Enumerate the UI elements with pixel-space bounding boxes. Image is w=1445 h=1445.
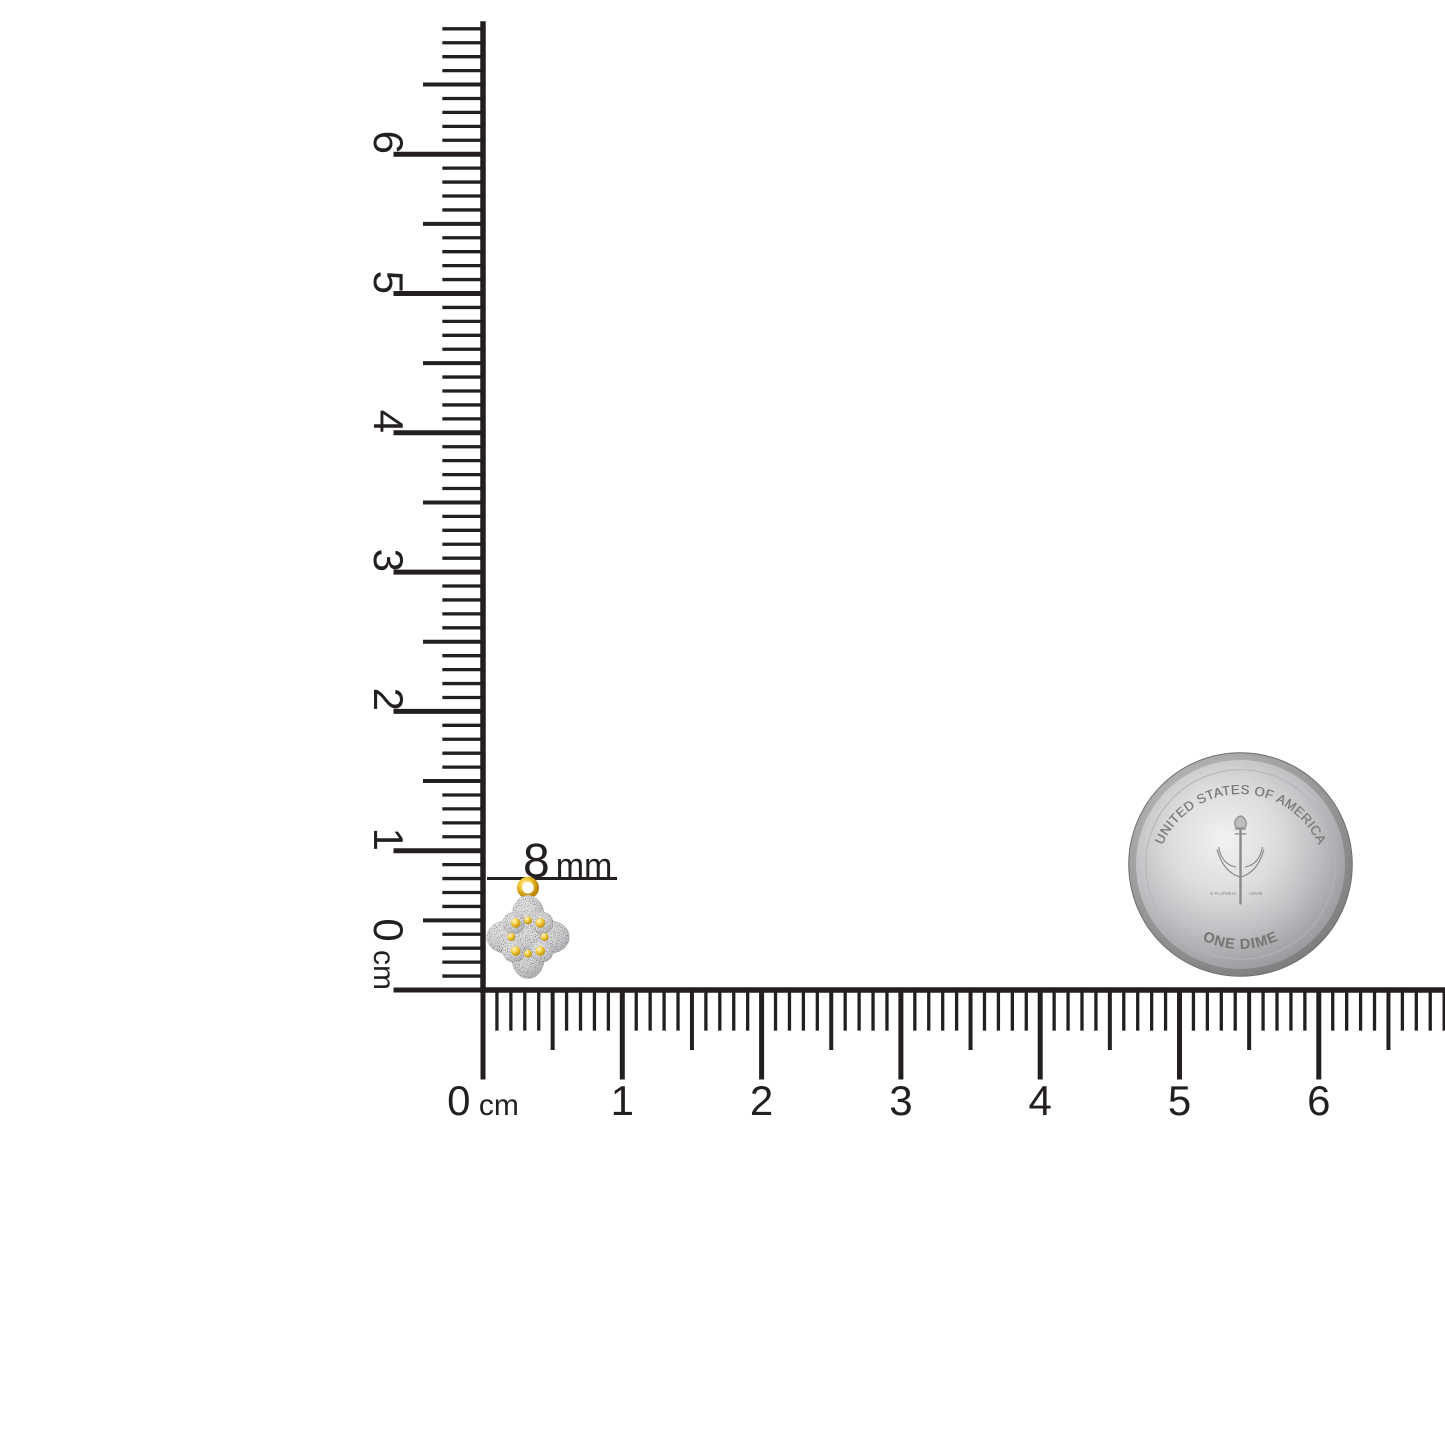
svg-text:E PLURIBUS: E PLURIBUS <box>1210 891 1236 896</box>
svg-text:UNUM: UNUM <box>1249 891 1262 896</box>
